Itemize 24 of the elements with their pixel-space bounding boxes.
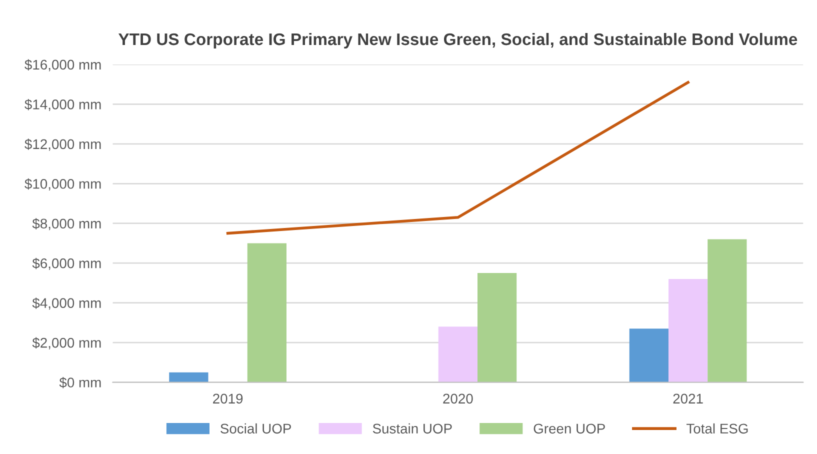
y-tick-label: $16,000 mm [24, 59, 101, 72]
y-tick-label: $10,000 mm [24, 178, 101, 190]
bar [708, 239, 747, 382]
x-tick-label: 2021 [673, 394, 703, 404]
bar [629, 328, 668, 382]
bar [438, 326, 478, 382]
chart-title: YTD US Corporate IG Primary New Issue Green, Social, and Sustainable Bond Volume [118, 32, 798, 48]
y-tick-label: $0 mm [59, 377, 101, 388]
x-tick-label: 2019 [213, 394, 243, 404]
legend-label: Green UOP [534, 424, 605, 434]
legend-label: Social UOP [220, 423, 291, 434]
y-tick-label: $12,000 mm [24, 138, 101, 151]
y-tick-label: $8,000 mm [32, 218, 101, 230]
y-tick-label: $14,000 mm [24, 98, 101, 112]
y-tick-label: $4,000 mm [32, 298, 101, 310]
bar [247, 243, 286, 382]
bar [668, 278, 708, 382]
x-tick-label: 2020 [443, 394, 473, 404]
legend-label: Sustain UOP [372, 423, 452, 434]
bar [477, 273, 517, 382]
y-tick-label: $2,000 mm [32, 337, 101, 350]
y-tick-label: $6,000 mm [32, 258, 101, 270]
bar [169, 372, 208, 382]
legend-label: Total ESG [686, 423, 748, 434]
